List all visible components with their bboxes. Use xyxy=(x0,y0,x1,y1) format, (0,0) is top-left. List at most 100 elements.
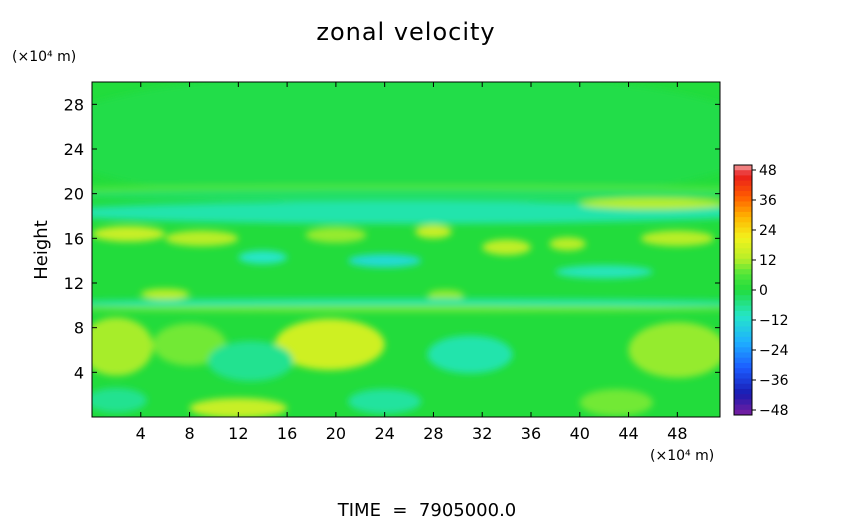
heatmap-cell xyxy=(238,250,288,265)
colorbar-band xyxy=(734,217,752,223)
colorbar-band xyxy=(734,383,752,390)
heatmap-cell xyxy=(92,226,166,242)
colorbar: 48 36 24 12 0 −12 −24 −36 −48 xyxy=(733,163,789,419)
x-tick-label: 4 xyxy=(136,424,146,443)
x-tick-label: 8 xyxy=(184,424,194,443)
heatmap-cell xyxy=(579,198,720,210)
heatmap-cell xyxy=(92,317,153,376)
colorbar-band xyxy=(734,279,752,286)
colorbar-band xyxy=(734,263,752,270)
y-axis-label: Height xyxy=(31,220,52,280)
y-tick-label: 8 xyxy=(74,319,84,338)
colorbar-band xyxy=(734,378,752,385)
heatmap-cell xyxy=(92,201,720,224)
heatmap-cell xyxy=(189,398,288,417)
colorbar-band xyxy=(734,206,752,213)
colorbar-band xyxy=(734,258,752,265)
y-tick-labels: 4 8 12 16 20 24 28 xyxy=(64,95,720,382)
colorbar-band xyxy=(734,170,752,176)
heatmap-cell xyxy=(92,387,147,413)
heatmap-cell xyxy=(305,227,367,243)
colorbar-band xyxy=(734,373,752,380)
colorbar-band xyxy=(734,404,752,411)
colorbar-band xyxy=(734,196,752,202)
colorbar-band xyxy=(734,284,752,291)
colorbar-label: −12 xyxy=(759,313,789,329)
colorbar-band xyxy=(734,290,752,296)
colorbar-band xyxy=(734,394,752,400)
colorbar-label: 12 xyxy=(759,253,777,269)
heatmap-cell xyxy=(482,239,531,256)
heatmap-cell xyxy=(207,341,294,382)
heatmap-cell xyxy=(640,230,714,247)
colorbar-band xyxy=(734,300,752,307)
y-unit-label: (×10⁴ m) xyxy=(12,49,76,65)
colorbar-label: −36 xyxy=(759,373,789,389)
colorbar-label: 48 xyxy=(759,163,777,179)
colorbar-band xyxy=(734,227,752,234)
colorbar-band xyxy=(734,342,752,348)
heatmap-cell xyxy=(274,318,385,371)
y-tick-label: 12 xyxy=(64,274,84,293)
x-tick-label: 32 xyxy=(472,424,492,443)
colorbar-band xyxy=(734,331,752,338)
colorbar-band xyxy=(734,253,752,260)
y-tick-label: 4 xyxy=(74,363,84,382)
heatmap-cell xyxy=(628,322,720,378)
x-tick-labels: 4 8 12 16 20 24 28 32 36 40 44 48 xyxy=(136,82,688,443)
colorbar-band xyxy=(734,222,752,228)
x-tick-label: 44 xyxy=(618,424,638,443)
x-tick-label: 24 xyxy=(374,424,394,443)
colorbar-band xyxy=(734,326,752,333)
heatmap-cell xyxy=(348,253,422,268)
colorbar-band xyxy=(734,248,752,255)
colorbar-band xyxy=(734,399,752,406)
colorbar-band xyxy=(734,336,752,343)
colorbar-band xyxy=(734,211,752,218)
heatmap-cell xyxy=(152,323,227,366)
colorbar-band xyxy=(734,352,752,359)
heatmap-cell xyxy=(140,288,190,300)
colorbar-band xyxy=(734,295,752,301)
colorbar-band xyxy=(734,321,752,327)
colorbar-band xyxy=(734,357,752,364)
colorbar-band xyxy=(734,201,752,208)
x-tick-label: 16 xyxy=(277,424,297,443)
colorbar-band xyxy=(734,310,752,317)
colorbar-band xyxy=(734,191,752,197)
heatmap-cell xyxy=(348,389,422,414)
colorbar-label: 0 xyxy=(759,283,768,299)
chart-title: zonal velocity xyxy=(316,18,495,46)
heatmap-cell xyxy=(92,82,720,205)
heatmap-cell xyxy=(549,237,586,251)
colorbar-band xyxy=(734,316,752,322)
heatmap-cell xyxy=(579,389,653,416)
heatmap-cell xyxy=(92,189,720,201)
heatmap-cell xyxy=(165,230,239,247)
colorbar-band xyxy=(734,232,752,239)
heatmap-cell xyxy=(92,298,720,308)
y-tick-label: 28 xyxy=(64,95,84,114)
colorbar-band xyxy=(734,368,752,374)
colorbar-band xyxy=(734,362,752,369)
x-tick-label: 40 xyxy=(570,424,590,443)
x-tick-label: 20 xyxy=(326,424,346,443)
colorbar-band xyxy=(734,388,752,395)
heatmap-area xyxy=(92,82,720,417)
heatmap-cell xyxy=(415,224,452,239)
colorbar-band xyxy=(734,305,752,312)
y-tick-label: 16 xyxy=(64,229,84,248)
colorbar-band xyxy=(734,165,752,171)
x-tick-label: 48 xyxy=(667,424,687,443)
x-unit-label: (×10⁴ m) xyxy=(650,448,714,464)
colorbar-label: 24 xyxy=(759,223,777,239)
x-tick-label: 36 xyxy=(521,424,541,443)
y-tick-label: 24 xyxy=(64,140,84,159)
heatmap-cell xyxy=(427,289,464,301)
colorbar-label: −48 xyxy=(759,403,789,419)
plot-frame xyxy=(91,81,721,418)
heatmap-cell xyxy=(92,305,720,313)
colorbar-band xyxy=(734,175,752,182)
y-tick-label: 20 xyxy=(64,185,84,204)
